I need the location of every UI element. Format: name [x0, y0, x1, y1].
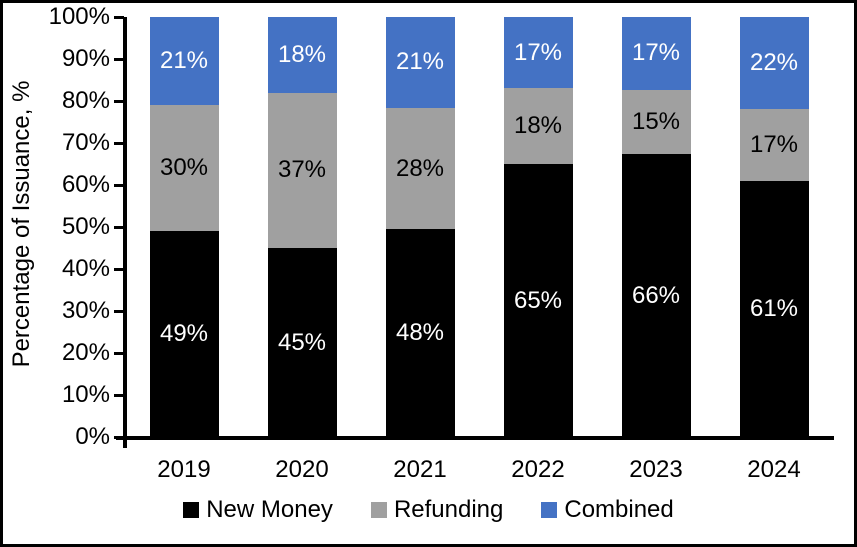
bar-stack-2021: 48% 28% 21% — [385, 17, 455, 437]
legend-swatch-combined — [541, 502, 558, 518]
x-axis-label-2023: 2023 — [629, 456, 683, 483]
y-tick-label: 0% — [75, 423, 110, 450]
y-tick-label: 60% — [61, 171, 110, 198]
x-axis-label-2022: 2022 — [511, 456, 565, 483]
y-tick-mark — [114, 267, 124, 271]
data-label: 28% — [395, 154, 445, 182]
bar-segment-combined-2020: 18% — [267, 17, 337, 93]
bar-segment-refunding-2024: 17% — [739, 109, 809, 181]
bar-segment-refunding-2020: 37% — [267, 92, 337, 248]
bar-stack-2023: 66% 15% 17% — [621, 17, 691, 437]
legend-item-new-money: New Money — [183, 497, 333, 523]
bar-segment-combined-2024: 22% — [739, 17, 809, 110]
bar-segment-new-money-2022: 65% — [503, 164, 573, 437]
legend-swatch-refunding — [370, 502, 387, 518]
data-label: 17% — [513, 38, 563, 66]
bar-segment-combined-2023: 17% — [621, 17, 691, 90]
y-tick-label: 40% — [61, 255, 110, 282]
data-label: 37% — [277, 156, 327, 184]
y-tick-mark — [114, 225, 124, 229]
legend-label: New Money — [206, 496, 333, 523]
bar-stack-2024: 61% 17% 22% — [739, 17, 809, 437]
bar-segment-combined-2019: 21% — [149, 17, 219, 106]
legend: New Money Refunding Combined — [3, 497, 854, 523]
y-tick-label: 80% — [61, 87, 110, 114]
bar-segment-new-money-2020: 45% — [267, 248, 337, 437]
legend-swatch-new-money — [183, 502, 200, 518]
bar-segment-combined-2021: 21% — [385, 17, 455, 108]
x-axis-line — [116, 436, 834, 440]
bar-stack-2019: 49% 30% 21% — [149, 17, 219, 437]
x-axis-labels: 2019 2020 2021 2022 2023 2024 — [125, 457, 833, 483]
bar-segment-new-money-2019: 49% — [149, 231, 219, 437]
data-label: 21% — [159, 47, 209, 75]
data-label: 22% — [749, 49, 799, 77]
y-tick-mark — [114, 57, 124, 61]
y-axis-line — [123, 17, 127, 448]
bar-stack-2022: 65% 18% 17% — [503, 17, 573, 437]
y-tick-mark — [114, 15, 124, 19]
y-tick-label: 90% — [61, 45, 110, 72]
bar-segment-new-money-2021: 48% — [385, 229, 455, 437]
data-label: 18% — [513, 112, 563, 140]
data-label: 30% — [159, 154, 209, 182]
bar-stack-2020: 45% 37% 18% — [267, 17, 337, 437]
bar-cell-2020: 45% 37% 18% — [243, 17, 361, 437]
bar-cell-2022: 65% 18% 17% — [479, 17, 597, 437]
plot-area: 49% 30% 21% 45% 37% 18% 48% 28% 21% 65% 18% 17% 66% 1… — [125, 17, 833, 437]
y-tick-label: 70% — [61, 129, 110, 156]
data-label: 21% — [395, 48, 445, 76]
data-label: 17% — [749, 131, 799, 159]
y-tick-mark — [114, 393, 124, 397]
data-label: 66% — [631, 281, 681, 309]
y-tick-mark — [114, 435, 124, 439]
data-label: 48% — [395, 319, 445, 347]
data-label: 61% — [749, 294, 799, 322]
data-label: 18% — [277, 40, 327, 68]
data-label: 45% — [277, 328, 327, 356]
y-tick-label: 30% — [61, 297, 110, 324]
x-axis-label-2019: 2019 — [157, 456, 211, 483]
y-tick-mark — [114, 141, 124, 145]
y-tick-mark — [114, 351, 124, 355]
y-tick-label: 50% — [61, 213, 110, 240]
y-tick-mark — [114, 309, 124, 313]
y-tick-label: 10% — [61, 381, 110, 408]
bar-segment-refunding-2021: 28% — [385, 107, 455, 230]
y-tick-mark — [114, 183, 124, 187]
bar-cell-2021: 48% 28% 21% — [361, 17, 479, 437]
bar-cell-2023: 66% 15% 17% — [597, 17, 715, 437]
x-axis-label-2021: 2021 — [393, 456, 447, 483]
legend-item-refunding: Refunding — [370, 496, 504, 523]
bar-segment-refunding-2022: 18% — [503, 88, 573, 164]
legend-label: Refunding — [393, 496, 504, 523]
bar-cell-2024: 61% 17% 22% — [715, 17, 833, 437]
y-tick-mark — [114, 99, 124, 103]
bar-cell-2019: 49% 30% 21% — [125, 17, 243, 437]
bar-segment-new-money-2024: 61% — [739, 180, 809, 437]
bar-segment-new-money-2023: 66% — [621, 154, 691, 437]
data-label: 17% — [631, 39, 681, 67]
x-axis-label-2020: 2020 — [275, 456, 329, 483]
bar-segment-combined-2022: 17% — [503, 17, 573, 89]
bar-segment-refunding-2023: 15% — [621, 89, 691, 155]
bar-segment-refunding-2019: 30% — [149, 105, 219, 232]
data-label: 15% — [631, 108, 681, 136]
legend-label: Combined — [564, 496, 674, 523]
y-tick-label: 20% — [61, 339, 110, 366]
y-tick-label: 100% — [48, 3, 110, 30]
data-label: 49% — [159, 320, 209, 348]
x-axis-label-2024: 2024 — [747, 456, 801, 483]
data-label: 65% — [513, 286, 563, 314]
legend-item-combined: Combined — [541, 496, 674, 523]
